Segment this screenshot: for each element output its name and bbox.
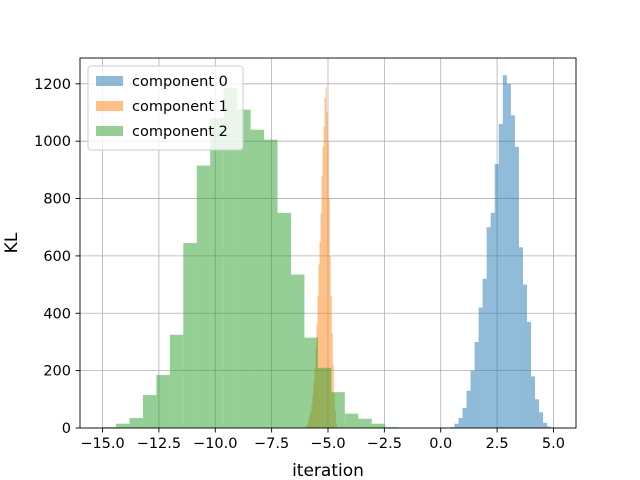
legend-label: component 2 bbox=[132, 124, 228, 140]
histogram-bar bbox=[482, 278, 487, 428]
series-2-bars bbox=[102, 88, 399, 429]
histogram-bar bbox=[322, 146, 324, 428]
histogram-bar bbox=[223, 88, 238, 429]
y-tick-label: 200 bbox=[43, 364, 71, 380]
x-tick-label: −10.0 bbox=[193, 436, 237, 452]
histogram-bar bbox=[326, 112, 328, 428]
histogram-bar bbox=[478, 307, 483, 428]
x-axis-label: iteration bbox=[292, 461, 364, 480]
histogram-bar bbox=[358, 418, 372, 428]
y-tick-label: 1200 bbox=[34, 77, 71, 93]
histogram-bar bbox=[522, 284, 527, 428]
histogram-bar bbox=[510, 115, 515, 429]
legend-box bbox=[87, 65, 244, 151]
x-tick-label: 2.5 bbox=[486, 436, 509, 452]
y-tick-label: 800 bbox=[43, 192, 71, 208]
y-tick-label: 400 bbox=[43, 306, 71, 322]
histogram-bar bbox=[502, 75, 507, 429]
histogram-bar bbox=[317, 367, 332, 428]
histogram-bar bbox=[486, 227, 491, 428]
histogram-bar bbox=[290, 274, 305, 428]
histogram-bar bbox=[328, 198, 330, 428]
histogram-bar bbox=[327, 141, 329, 428]
histogram-bar bbox=[183, 243, 197, 428]
x-tick-label: −7.5 bbox=[254, 436, 289, 452]
histogram-bar bbox=[169, 334, 184, 428]
y-axis-label: KL bbox=[2, 232, 22, 253]
histogram-bar bbox=[329, 255, 331, 428]
histogram-bar bbox=[142, 395, 157, 428]
x-tick-label: −5.0 bbox=[310, 436, 345, 452]
histogram-bar bbox=[518, 247, 523, 428]
histogram-bar bbox=[317, 296, 319, 428]
histogram-bar bbox=[324, 98, 326, 428]
x-tick-label: −15.0 bbox=[80, 436, 124, 452]
x-tick-label: 5.0 bbox=[542, 436, 565, 452]
histogram-bar bbox=[318, 264, 320, 428]
histogram-bar bbox=[543, 422, 548, 428]
histogram-bar bbox=[129, 417, 143, 428]
histogram-bar bbox=[320, 212, 322, 428]
histogram-bars bbox=[102, 75, 552, 429]
histogram-bar bbox=[156, 374, 170, 428]
histogram-bar bbox=[196, 165, 211, 428]
histogram-bar bbox=[547, 426, 552, 428]
histogram-bar bbox=[514, 146, 519, 428]
axis-ticks: −15.0 −12.5 −10.0 −7.5 −5.0 −2.5 0.0 2.5 5.0 0 200… bbox=[34, 77, 565, 452]
histogram-bar bbox=[264, 139, 278, 429]
histogram-bar bbox=[531, 376, 536, 428]
histogram-bar bbox=[474, 341, 479, 428]
histogram-bar bbox=[506, 83, 511, 428]
histogram-bar bbox=[454, 423, 459, 428]
y-tick-label: 600 bbox=[43, 249, 71, 265]
x-tick-label: 0.0 bbox=[429, 436, 452, 452]
y-tick-label: 0 bbox=[62, 421, 71, 437]
x-tick-label: −12.5 bbox=[137, 436, 181, 452]
legend-swatch bbox=[96, 101, 123, 111]
histogram-bar bbox=[470, 370, 475, 428]
histogram-bar bbox=[462, 407, 467, 428]
histogram-bar bbox=[237, 109, 251, 428]
histogram-bar bbox=[535, 399, 540, 428]
histogram-bar bbox=[539, 412, 544, 428]
legend: component 0 component 1 component 2 bbox=[87, 65, 244, 151]
histogram-bar bbox=[321, 175, 323, 428]
histogram-bar bbox=[466, 390, 471, 428]
histogram-bar bbox=[526, 321, 531, 428]
histogram-bar bbox=[277, 212, 291, 428]
histogram-bar bbox=[325, 86, 327, 429]
legend-swatch bbox=[96, 76, 123, 86]
histogram-bar bbox=[330, 296, 332, 428]
y-tick-label: 1000 bbox=[34, 134, 71, 150]
series-0-bars bbox=[450, 75, 552, 429]
legend-swatch bbox=[96, 126, 123, 136]
histogram-bar bbox=[116, 423, 130, 428]
x-tick-label: −2.5 bbox=[367, 436, 402, 452]
histogram-bar bbox=[304, 337, 318, 428]
histogram-bar bbox=[323, 126, 325, 428]
histogram-bar bbox=[210, 118, 224, 428]
histogram-bar bbox=[494, 164, 499, 428]
histogram-bar bbox=[371, 423, 386, 428]
histogram-bar bbox=[319, 241, 321, 428]
histogram-bar bbox=[250, 129, 265, 428]
legend-label: component 1 bbox=[132, 99, 228, 115]
histogram-bar bbox=[344, 413, 359, 428]
legend-label: component 0 bbox=[132, 74, 228, 90]
histogram-bar bbox=[490, 212, 495, 428]
histogram-bar bbox=[331, 333, 333, 428]
histogram-bar bbox=[458, 417, 463, 428]
histogram-bar bbox=[331, 392, 345, 428]
histogram-bar bbox=[498, 123, 503, 428]
